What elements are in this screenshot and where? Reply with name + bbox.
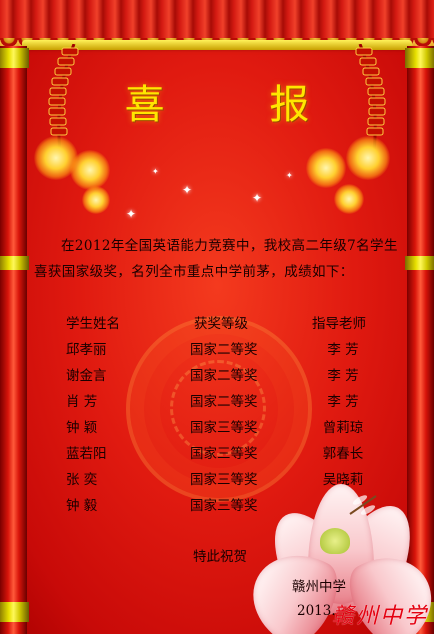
header-advisor: 指导老师: [312, 316, 366, 332]
advisor-name: 郭春长: [322, 446, 364, 462]
award-level: 国家二等奖: [190, 342, 258, 358]
sparkle-icon: ✦: [286, 171, 293, 180]
student-name: 蓝若阳: [66, 446, 107, 462]
student-name: 谢金言: [66, 368, 107, 384]
table-row: 钟 颖 国家三等奖 曾莉琼: [66, 416, 376, 442]
sparkle-icon: ✦: [182, 183, 193, 197]
lotus-seedpod-icon: [320, 528, 350, 554]
student-name: 邱孝丽: [66, 342, 107, 358]
poster-title: 喜 报: [124, 82, 356, 128]
awards-table: 学生姓名 获奖等级 指导老师 邱孝丽 国家二等奖 李 芳 谢金言 国家二等奖 李…: [66, 312, 376, 520]
student-name: 钟 毅: [66, 498, 98, 514]
right-spark-burst-icon: [334, 184, 364, 214]
left-spark-burst-icon: [82, 186, 110, 214]
school-name: 赣州中学: [292, 579, 346, 595]
award-level: 国家三等奖: [190, 472, 258, 488]
header-award-level: 获奖等级: [194, 316, 248, 332]
right-spark-burst-icon: [346, 136, 390, 180]
table-row: 蓝若阳 国家三等奖 郭春长: [66, 442, 376, 468]
date-text: 2013.: [297, 603, 336, 619]
sparkle-icon: ✦: [252, 191, 263, 205]
award-level: 国家三等奖: [190, 498, 258, 514]
advisor-name: 李 芳: [327, 368, 359, 384]
red-signature-watermark: 赣州中学: [332, 604, 429, 629]
sparkle-icon: ✦: [126, 207, 137, 221]
student-name: 肖 芳: [66, 394, 98, 410]
award-level: 国家二等奖: [190, 368, 258, 384]
left-spark-burst-icon: [70, 150, 110, 190]
lotus-flower-icon: [228, 478, 434, 634]
closing-line: 特此祝贺: [193, 549, 247, 565]
header-student-name: 学生姓名: [66, 316, 120, 332]
firecracker-left-icon: [36, 43, 96, 174]
award-level: 国家三等奖: [190, 446, 258, 462]
sparkle-icon: ✦: [152, 167, 159, 176]
scroll-top-bar: [22, 40, 412, 50]
table-row: 邱孝丽 国家二等奖 李 芳: [66, 338, 376, 364]
table-row: 肖 芳 国家二等奖 李 芳: [66, 390, 376, 416]
student-name: 钟 颖: [66, 420, 98, 436]
award-level: 国家二等奖: [190, 394, 258, 410]
award-level: 国家三等奖: [190, 420, 258, 436]
intro-paragraph: 在2012年全国英语能力竞赛中，我校高二年级7名学生喜获国家级奖，名列全市重点中…: [34, 238, 398, 280]
advisor-name: 李 芳: [327, 394, 359, 410]
dragonfly-icon: [349, 495, 377, 515]
table-header-row: 学生姓名 获奖等级 指导老师: [66, 312, 376, 338]
table-row: 谢金言 国家二等奖 李 芳: [66, 364, 376, 390]
advisor-name: 吴晓莉: [322, 472, 364, 488]
firecracker-right-icon: [338, 43, 398, 174]
right-spark-burst-icon: [306, 148, 346, 188]
left-pillar: [0, 46, 29, 634]
student-name: 张 奕: [66, 472, 98, 488]
table-row: 张 奕 国家三等奖 吴晓莉: [66, 468, 376, 494]
dragon-emblem-watermark: [126, 316, 312, 502]
advisor-name: 李 芳: [327, 342, 359, 358]
advisor-name: 曾莉琼: [322, 420, 364, 436]
